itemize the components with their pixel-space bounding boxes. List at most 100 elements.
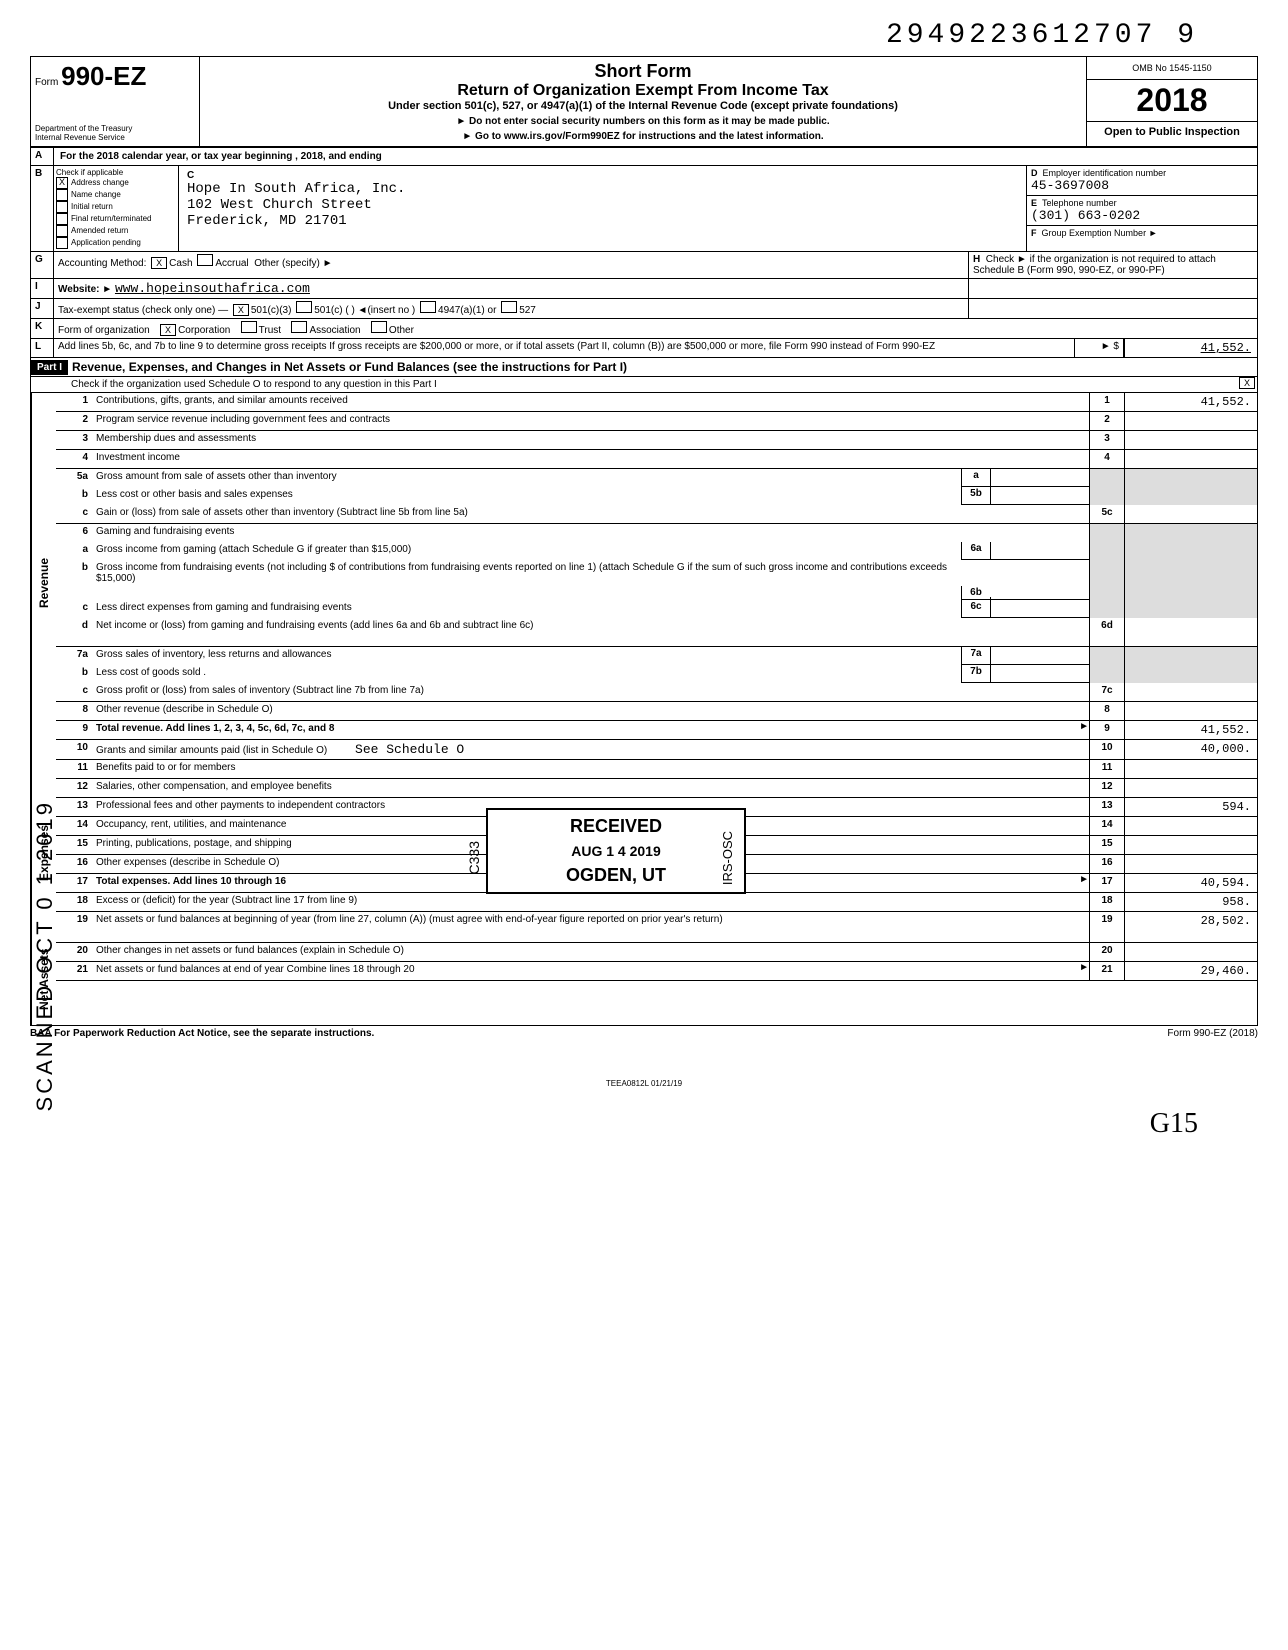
check-corp[interactable]: X	[160, 324, 176, 336]
num-8: 8	[56, 702, 92, 720]
lbl-addr-change: Address change	[71, 178, 129, 187]
instruction-line-1: ► Do not enter social security numbers o…	[204, 116, 1082, 127]
box-6d: 6d	[1089, 618, 1124, 646]
lbl-cash: Cash	[169, 258, 192, 269]
check-527[interactable]	[501, 301, 517, 313]
lbl-amended: Amended return	[71, 226, 128, 235]
lbl-final: Final return/terminated	[71, 214, 151, 223]
box-4: 4	[1089, 450, 1124, 468]
desc-6c: Less direct expenses from gaming and fun…	[92, 600, 961, 618]
label-a: A	[31, 148, 54, 165]
lbl-527: 527	[519, 305, 536, 316]
check-name-change[interactable]	[56, 189, 68, 201]
shadeamt-5b	[1124, 487, 1257, 505]
amt-16	[1124, 855, 1257, 873]
desc-7a: Gross sales of inventory, less returns a…	[92, 647, 961, 665]
lbl-4947: 4947(a)(1) or	[438, 305, 496, 316]
return-subtitle: Under section 501(c), 527, or 4947(a)(1)…	[204, 100, 1082, 112]
footer-right: Form 990-EZ (2018)	[1167, 1028, 1258, 1039]
ibox-6a: 6a	[961, 542, 990, 560]
num-12: 12	[56, 779, 92, 797]
website-value: www.hopeinsouthafrica.com	[115, 281, 310, 296]
amt-4	[1124, 450, 1257, 468]
iamt-6c	[990, 600, 1089, 618]
ein-label: Employer identification number	[1043, 168, 1167, 178]
check-initial[interactable]	[56, 201, 68, 213]
amt-6d	[1124, 618, 1257, 646]
lbl-other-org: Other	[389, 325, 414, 336]
form-number: 990-EZ	[61, 61, 146, 91]
iamt-5a	[990, 469, 1089, 487]
check-pending[interactable]	[56, 237, 68, 249]
desc-8: Other revenue (describe in Schedule O)	[92, 702, 1089, 720]
num-15: 15	[56, 836, 92, 854]
num-6a: a	[56, 542, 92, 560]
check-trust[interactable]	[241, 321, 257, 333]
shadeamt-6	[1124, 524, 1257, 542]
box-9: 9	[1089, 721, 1124, 739]
check-501c[interactable]	[296, 301, 312, 313]
shadeamt-6b	[1124, 560, 1257, 600]
label-c: C	[187, 170, 1018, 181]
shade-6c	[1089, 600, 1124, 618]
section-netassets: Net Assets	[31, 933, 56, 1025]
desc-21: Net assets or fund balances at end of ye…	[92, 962, 1077, 980]
tel-value: (301) 663-0202	[1031, 208, 1140, 223]
shade-7a	[1089, 647, 1124, 665]
ibox-5a: a	[961, 469, 990, 487]
open-public: Open to Public Inspection	[1087, 122, 1257, 142]
group-label: Group Exemption Number	[1042, 228, 1147, 238]
amt-20	[1124, 943, 1257, 961]
check-schedule-o[interactable]: X	[1239, 377, 1255, 389]
lbl-insert: ) ◄(insert no )	[351, 305, 415, 316]
name-address-block: C Hope In South Africa, Inc. 102 West Ch…	[179, 166, 1027, 251]
line-a-text: For the 2018 calendar year, or tax year …	[54, 148, 1257, 165]
tax-exempt-label: Tax-exempt status (check only one) —	[58, 305, 228, 316]
num-2: 2	[56, 412, 92, 430]
check-assoc[interactable]	[291, 321, 307, 333]
check-accrual[interactable]	[197, 254, 213, 266]
org-addr1: 102 West Church Street	[187, 197, 1018, 213]
num-19: 19	[56, 912, 92, 942]
section-revenue: Revenue	[31, 393, 56, 773]
box-13: 13	[1089, 798, 1124, 816]
desc-6d: Net income or (loss) from gaming and fun…	[92, 618, 1089, 646]
return-title: Return of Organization Exempt From Incom…	[204, 82, 1082, 100]
ein-value: 45-3697008	[1031, 178, 1109, 193]
desc-5b: Less cost or other basis and sales expen…	[92, 487, 961, 505]
check-address-change[interactable]: X	[56, 177, 68, 189]
box-2: 2	[1089, 412, 1124, 430]
check-other-org[interactable]	[371, 321, 387, 333]
desc-6a: Gross income from gaming (attach Schedul…	[92, 542, 961, 560]
check-cash[interactable]: X	[151, 257, 167, 269]
num-5a: 5a	[56, 469, 92, 487]
check-amended[interactable]	[56, 225, 68, 237]
label-j: J	[31, 299, 54, 318]
check-final[interactable]	[56, 213, 68, 225]
lbl-assoc: Association	[309, 325, 360, 336]
desc-9: Total revenue. Add lines 1, 2, 3, 4, 5c,…	[92, 721, 1077, 739]
check-4947[interactable]	[420, 301, 436, 313]
ibox-6c: 6c	[961, 600, 990, 618]
num-9: 9	[56, 721, 92, 739]
form-org-label: Form of organization	[58, 325, 150, 336]
num-6b: b	[56, 560, 92, 600]
box-14: 14	[1089, 817, 1124, 835]
lbl-501c: 501(c) (	[314, 305, 348, 316]
website-label: Website: ►	[58, 284, 112, 295]
amt-19: 28,502.	[1124, 912, 1257, 942]
desc-6b: Gross income from fundraising events (no…	[92, 560, 961, 600]
num-18: 18	[56, 893, 92, 911]
lbl-pending: Application pending	[71, 238, 141, 247]
ibox-5b: 5b	[961, 487, 990, 505]
amt-12	[1124, 779, 1257, 797]
box-20: 20	[1089, 943, 1124, 961]
check-501c3[interactable]: X	[233, 304, 249, 316]
stamp-received: RECEIVED	[506, 816, 726, 837]
ibox-7b: 7b	[961, 665, 990, 683]
ibox-7a: 7a	[961, 647, 990, 665]
num-14: 14	[56, 817, 92, 835]
num-5c: c	[56, 505, 92, 523]
desc-1: Contributions, gifts, grants, and simila…	[92, 393, 1089, 411]
box-19: 19	[1089, 912, 1124, 942]
